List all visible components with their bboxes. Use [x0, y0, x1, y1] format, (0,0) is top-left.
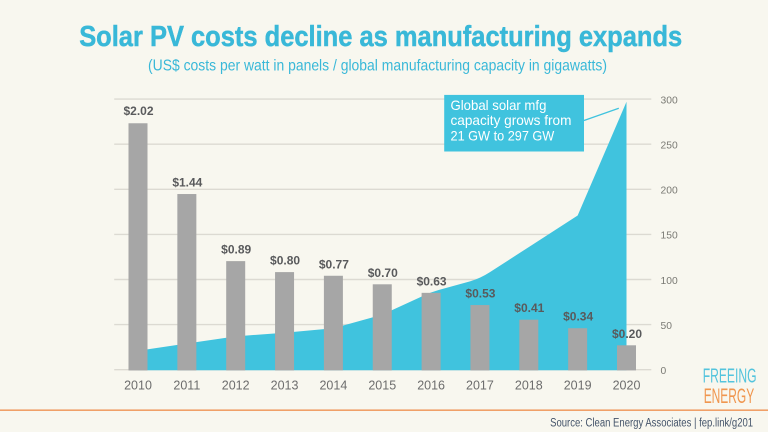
svg-text:250: 250: [661, 141, 678, 152]
svg-text:2017: 2017: [466, 379, 494, 393]
svg-text:$0.63: $0.63: [417, 274, 447, 288]
svg-text:(US$ costs per watt in panels: (US$ costs per watt in panels / global m…: [148, 58, 607, 75]
svg-text:$2.02: $2.02: [123, 104, 153, 118]
svg-text:$0.41: $0.41: [514, 301, 544, 315]
svg-text:2012: 2012: [222, 379, 250, 393]
svg-text:2019: 2019: [564, 379, 592, 393]
svg-text:0: 0: [661, 366, 667, 377]
svg-text:2018: 2018: [515, 379, 543, 393]
svg-text:$0.34: $0.34: [563, 310, 593, 324]
svg-text:$0.77: $0.77: [319, 257, 349, 271]
svg-text:2010: 2010: [124, 379, 152, 393]
svg-text:$1.44: $1.44: [172, 176, 202, 190]
svg-text:2015: 2015: [368, 379, 396, 393]
svg-text:2020: 2020: [613, 379, 641, 393]
svg-text:capacity grows from: capacity grows from: [451, 113, 572, 128]
svg-text:100: 100: [661, 276, 678, 287]
svg-text:2016: 2016: [417, 379, 445, 393]
svg-text:300: 300: [661, 95, 678, 106]
svg-text:2011: 2011: [173, 379, 200, 393]
svg-text:$0.53: $0.53: [465, 287, 495, 301]
svg-text:50: 50: [661, 321, 673, 332]
svg-text:$0.80: $0.80: [270, 254, 300, 268]
svg-text:$0.70: $0.70: [368, 266, 398, 280]
svg-text:2013: 2013: [271, 379, 299, 393]
svg-text:FREEING: FREEING: [703, 366, 757, 388]
svg-text:Source: Clean Energy Associate: Source: Clean Energy Associates | fep.li…: [550, 417, 753, 429]
svg-text:ENERGY: ENERGY: [704, 384, 755, 408]
svg-text:200: 200: [661, 186, 678, 197]
svg-text:2014: 2014: [319, 379, 347, 393]
svg-text:$0.89: $0.89: [221, 243, 251, 257]
svg-text:$0.20: $0.20: [612, 327, 642, 341]
svg-text:Global solar mfg: Global solar mfg: [451, 98, 547, 113]
svg-text:Solar PV costs decline as manu: Solar PV costs decline as manufacturing …: [79, 21, 682, 53]
svg-text:21 GW to 297 GW: 21 GW to 297 GW: [451, 128, 555, 143]
svg-text:150: 150: [661, 231, 678, 242]
